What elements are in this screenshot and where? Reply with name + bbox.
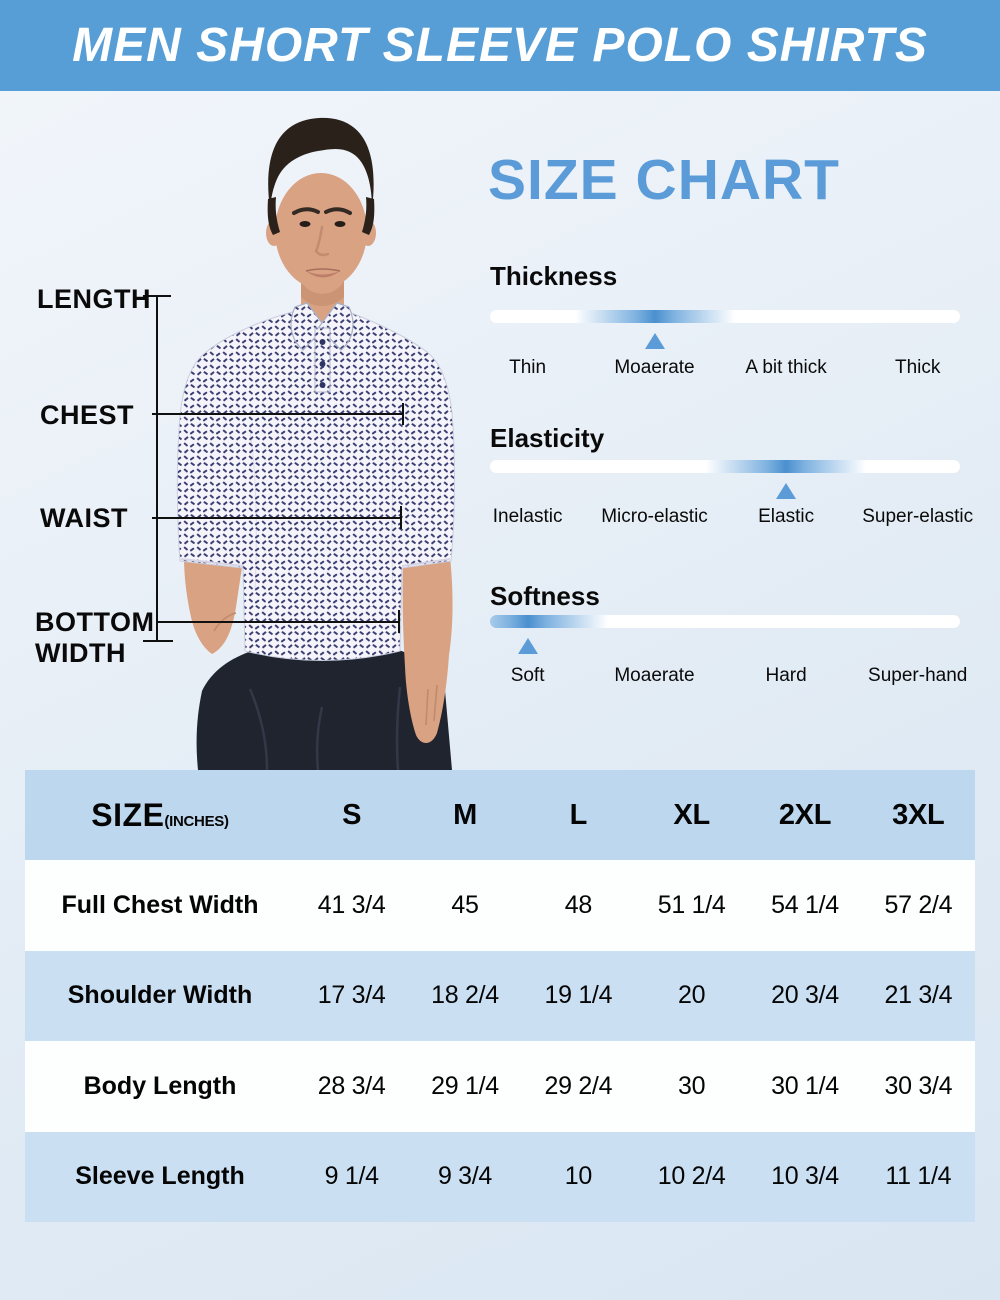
banner-title: MEN SHORT SLEEVE POLO SHIRTS <box>72 19 928 72</box>
length-tick-top <box>143 295 171 297</box>
table-value: 10 2/4 <box>657 1162 726 1191</box>
row-label: Full Chest Width <box>61 891 259 920</box>
table-value: 9 1/4 <box>324 1162 379 1191</box>
column-header-l: L <box>569 798 588 831</box>
header-banner: MEN SHORT SLEEVE POLO SHIRTS <box>0 0 1000 91</box>
attribute-name: Elasticity <box>490 423 605 453</box>
waist-label: WAIST <box>40 503 128 533</box>
elasticity-marker-triangle <box>776 483 797 499</box>
table-row-sleeve-length: Sleeve Length 9 1/4 9 3/4 10 10 2/4 10 3… <box>25 1131 975 1222</box>
elasticity-scale-bar <box>490 460 960 473</box>
table-row-full-chest-width: Full Chest Width 41 3/4 45 48 51 1/4 54 … <box>25 860 975 951</box>
scale-label: Thin <box>509 357 547 378</box>
table-value: 28 3/4 <box>317 1071 386 1100</box>
scale-label: Super-hand <box>868 665 968 686</box>
scale-highlight <box>706 460 867 473</box>
scale-label: Moaerate <box>614 665 695 686</box>
attribute-name: Thickness <box>490 261 618 291</box>
column-header-3xl: 3XL <box>892 798 945 831</box>
waist-line <box>152 517 402 519</box>
softness-scale-bar <box>490 615 960 628</box>
waist-tick <box>400 506 402 529</box>
row-label: Sleeve Length <box>75 1162 245 1191</box>
table-header-row: SIZE (INCHES) S M L XL 2XL 3XL <box>25 770 975 861</box>
length-tick-bottom <box>143 640 173 642</box>
row-label: Body Length <box>83 1071 237 1100</box>
size-table: SIZE (INCHES) S M L XL 2XL 3XL Full Chest… <box>25 770 975 1222</box>
table-value: 29 1/4 <box>431 1071 499 1100</box>
size-header-unit: (INCHES) <box>164 812 229 830</box>
table-row-shoulder-width: Shoulder Width 17 3/4 18 2/4 19 1/4 20 2… <box>25 950 975 1042</box>
table-value: 45 <box>451 891 479 920</box>
chest-tick <box>402 403 404 425</box>
scale-label: Moaerate <box>614 357 695 378</box>
softness-scale-labels: Soft Moaerate Hard Super-hand <box>490 665 968 689</box>
model-photo <box>0 91 460 770</box>
table-value: 30 <box>678 1071 706 1100</box>
table-value: 18 2/4 <box>431 981 499 1010</box>
content-area: LENGTH CHEST WAIST BOTTOM WIDTH SIZE CHA… <box>0 91 1000 770</box>
table-value: 20 3/4 <box>771 981 839 1010</box>
table-value: 9 3/4 <box>437 1162 493 1191</box>
table-value: 19 1/4 <box>544 981 613 1010</box>
polo-shirt <box>176 302 456 661</box>
table-value: 21 3/4 <box>884 981 953 1010</box>
table-value: 30 3/4 <box>884 1071 953 1100</box>
head <box>266 117 376 289</box>
softness-marker-triangle <box>517 638 538 654</box>
table-value: 48 <box>564 891 593 920</box>
column-header-s: S <box>342 798 362 831</box>
table-value: 51 1/4 <box>657 891 726 920</box>
scale-label: Micro-elastic <box>601 506 708 527</box>
size-header-cell: SIZE (INCHES) <box>25 797 295 834</box>
attribute-elasticity: Elasticity Inelastic Micro-elastic Elast… <box>490 423 973 553</box>
length-line <box>156 296 158 642</box>
elasticity-scale-labels: Inelastic Micro-elastic Elastic Super-el… <box>490 506 973 530</box>
thickness-marker-triangle <box>644 333 665 349</box>
table-row-body-length: Body Length 28 3/4 29 1/4 29 2/4 30 30 1… <box>25 1041 975 1132</box>
table-value: 20 <box>678 981 706 1010</box>
table-value: 30 1/4 <box>771 1071 839 1100</box>
column-header-m: M <box>453 798 477 831</box>
table-value: 11 1/4 <box>885 1162 952 1191</box>
column-header-2xl: 2XL <box>778 798 832 831</box>
scale-label: Super-elastic <box>862 506 974 527</box>
arms <box>184 557 453 744</box>
bottom-width-label: BOTTOM WIDTH <box>35 607 155 668</box>
bottom-width-line <box>157 621 399 623</box>
attribute-softness: Softness Soft Moaerate Hard Super-hand <box>490 581 968 711</box>
size-header-label: SIZE <box>91 796 165 833</box>
scale-label: Soft <box>510 665 545 686</box>
column-header-xl: XL <box>673 798 710 831</box>
table-value: 29 2/4 <box>544 1071 613 1100</box>
attribute-name: Softness <box>490 581 600 611</box>
table-value: 41 3/4 <box>317 891 386 920</box>
pants <box>196 641 452 770</box>
table-value: 10 3/4 <box>771 1162 839 1191</box>
bottom-width-tick <box>398 610 400 633</box>
scale-highlight <box>574 310 735 323</box>
chest-line <box>152 413 404 415</box>
scale-label: Elastic <box>758 506 815 527</box>
hair <box>268 117 374 209</box>
table-value: 10 <box>564 1162 593 1191</box>
table-value: 57 2/4 <box>884 891 953 920</box>
size-chart-title: SIZE CHART <box>488 148 840 212</box>
row-label: Shoulder Width <box>67 981 253 1010</box>
scale-highlight <box>490 615 608 628</box>
length-label: LENGTH <box>37 284 151 314</box>
scale-label: Inelastic <box>492 506 563 527</box>
model-illustration <box>176 117 456 770</box>
thickness-scale-bar <box>490 310 960 323</box>
chest-label: CHEST <box>40 400 135 430</box>
scale-label: A bit thick <box>745 357 827 378</box>
attribute-thickness: Thickness Thin Moaerate A bit thick Thic… <box>490 261 960 391</box>
table-value: 17 3/4 <box>317 981 386 1010</box>
table-value: 54 1/4 <box>771 891 839 920</box>
scale-label: Hard <box>765 665 807 686</box>
scale-label: Thick <box>894 357 941 378</box>
thickness-scale-labels: Thin Moaerate A bit thick Thick <box>490 357 960 381</box>
